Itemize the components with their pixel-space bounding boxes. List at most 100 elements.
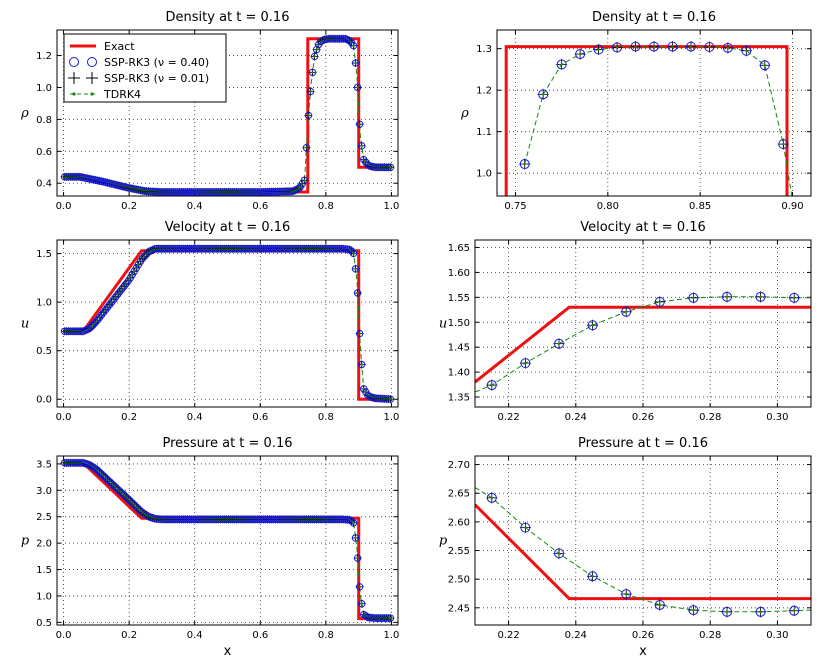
x-tick-label: 0.4 [187, 412, 203, 423]
y-tick-label: 1.3 [476, 44, 492, 55]
axes-frame [56, 455, 399, 626]
ssp-rk3-040-marker [358, 142, 366, 150]
ssp-rk3-040-marker [349, 41, 358, 50]
ssp-rk3-040-marker [621, 589, 632, 600]
ssp-rk3-040-marker [358, 360, 366, 369]
x-tick-label: 0.0 [56, 630, 72, 641]
y-tick-label: 0.5 [36, 346, 52, 357]
ssp-rk3-040-marker [688, 605, 699, 616]
y-axis-label: ρ [20, 106, 29, 121]
tdrk4-marker [311, 71, 314, 74]
ssp-rk3-040-marker [351, 265, 360, 273]
tdrk4-marker [557, 342, 561, 345]
ssp-rk3-040-marker [126, 497, 134, 505]
y-tick-label: 2.45 [448, 603, 470, 614]
data-markers [519, 41, 789, 170]
ssp-rk3-040-marker [741, 45, 752, 56]
y-tick-label: 0.8 [36, 115, 52, 126]
x-tick-label: 0.24 [565, 630, 587, 641]
ssp-rk3-040-marker [112, 483, 120, 492]
chart-title: Density at t = 0.16 [166, 10, 290, 25]
tdrk4-marker [671, 45, 674, 48]
chart-title: Pressure at t = 0.16 [578, 436, 708, 451]
ssp-rk3-040-marker [132, 503, 141, 511]
ssp-rk3-040-marker [520, 358, 531, 369]
y-tick-label: 1.40 [448, 368, 470, 379]
ssp-rk3-040-marker [722, 606, 732, 617]
ssp-rk3-040-marker [688, 292, 699, 303]
y-tick-label: 0.4 [36, 179, 52, 190]
ssp-rk3-040-marker [300, 176, 309, 185]
y-tick-label: 1.45 [448, 343, 470, 354]
legend-tdrk4-swatch [72, 92, 76, 96]
ssp-rk3-040-marker [345, 36, 354, 45]
ssp-rk3-040-marker [103, 476, 112, 484]
tdrk4-marker [725, 295, 729, 299]
ssp-rk3-040-marker [722, 42, 733, 53]
y-tick-label: 2.65 [448, 489, 470, 500]
ssp-rk3-040-marker [355, 120, 364, 128]
x-tick-label: 0.2 [121, 630, 137, 641]
y-axis-label: u [439, 317, 447, 332]
tdrk4-marker [615, 46, 619, 49]
ssp-rk3-040-marker [308, 68, 317, 77]
x-tick-label: 0.2 [121, 412, 137, 423]
data-markers [486, 291, 800, 391]
ssp-rk3-040-marker [349, 519, 358, 527]
tdrk4-marker [354, 536, 357, 540]
ssp-rk3-040-marker [353, 289, 362, 297]
ssp-rk3-040-marker [621, 306, 632, 317]
y-tick-label: 0.6 [36, 147, 52, 158]
ssp-rk3-040-marker [556, 59, 567, 70]
ssp-rk3-040-marker [364, 391, 372, 400]
y-tick-label: 2.55 [448, 546, 470, 557]
data-markers [60, 34, 395, 196]
ssp-rk3-040-marker [351, 59, 360, 67]
ssp-rk3-040-marker [114, 485, 122, 494]
x-tick-label: 0.8 [318, 630, 334, 641]
y-axis-label: p [439, 534, 448, 549]
tdrk4-marker [578, 52, 582, 56]
chart-title: Pressure at t = 0.16 [162, 436, 292, 451]
x-tick-label: 0.6 [252, 630, 268, 641]
ssp-rk3-040-marker [345, 245, 354, 254]
y-tick-label: 2.0 [36, 539, 52, 550]
y-tick-label: 1.2 [476, 86, 492, 97]
tdrk4-marker [625, 592, 628, 596]
tdrk4-marker [352, 44, 355, 47]
x-tick-label: 0.2 [121, 201, 137, 212]
tdrk4-marker [354, 61, 357, 65]
x-tick-label: 0.22 [497, 412, 519, 423]
tdrk4-marker [524, 526, 527, 529]
tdrk4-marker [389, 397, 392, 401]
tdrk4-marker [352, 252, 355, 255]
tdrk4-marker [560, 63, 563, 66]
tdrk4-marker [358, 123, 361, 126]
ssp-rk3-040-marker [138, 254, 147, 263]
ssp-rk3-040-marker [310, 52, 319, 61]
x-tick-label: 0.90 [781, 201, 803, 212]
x-tick-label: 1.0 [383, 630, 399, 641]
x-tick-label: 0.8 [318, 412, 334, 423]
y-tick-label: 1.50 [448, 318, 470, 329]
legend-rk3-040-label: SSP-RK3 (ν = 0.40) [104, 56, 209, 69]
ssp-rk3-040-marker [386, 163, 395, 171]
tdrk4-marker [356, 291, 359, 295]
tdrk4-marker [759, 295, 762, 299]
tdrk4-marker [541, 93, 545, 96]
tdrk4-marker [389, 616, 392, 620]
ssp-rk3-040-marker [778, 139, 789, 150]
ssp-rk3-040-marker [704, 42, 715, 53]
ssp-rk3-040-marker [519, 159, 530, 170]
data-markers [60, 458, 395, 623]
exact-solution-line [475, 503, 811, 601]
ssp-rk3-040-marker [304, 111, 313, 120]
tdrk4-line [63, 248, 392, 400]
ssp-rk3-040-marker [124, 495, 132, 503]
tdrk4-marker [793, 296, 796, 300]
ssp-rk3-040-marker [142, 511, 151, 519]
tdrk4-marker [689, 45, 693, 48]
tdrk4-line [475, 487, 811, 613]
x-tick-label: 0.0 [56, 201, 72, 212]
x-tick-label: 0.26 [632, 630, 654, 641]
